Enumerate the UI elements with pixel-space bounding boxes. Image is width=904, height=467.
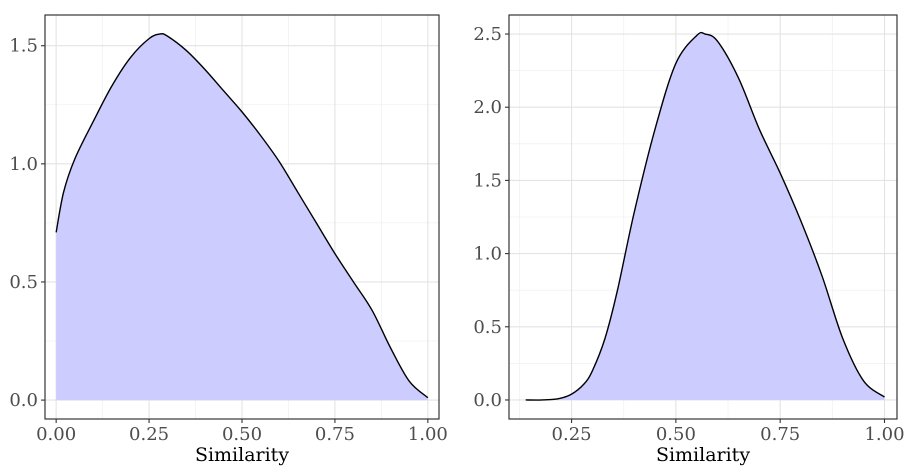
y-tick-label: 1.5: [473, 170, 502, 191]
y-tick-label: 0.0: [473, 390, 502, 411]
x-tick-label: 0.75: [315, 424, 355, 445]
y-tick-label: 2.5: [473, 24, 502, 45]
density-area: [525, 32, 885, 401]
y-tick-label: 0.0: [9, 390, 38, 411]
y-tick-label: 1.5: [9, 36, 38, 57]
x-tick-label: 0.50: [656, 424, 696, 445]
x-tick-label: 1.00: [864, 424, 904, 445]
y-tick-label: 0.5: [9, 272, 38, 293]
density-area: [56, 33, 428, 401]
y-tick-label: 2.0: [473, 97, 502, 118]
panel-border: [508, 14, 898, 420]
x-axis-label: Similarity: [195, 444, 289, 466]
density-curve: [525, 31, 885, 401]
x-axis-label: Similarity: [656, 444, 750, 466]
x-tick-label: 0.50: [222, 424, 262, 445]
y-tick-label: 1.0: [473, 244, 502, 265]
density-panel-right: 0.25 0.50 0.75 1.00 0.0 0.5 1.0 1.5 2.0 2.5 Simila…: [473, 14, 904, 466]
y-tick-label: 1.0: [9, 154, 38, 175]
density-curve: [55, 33, 429, 399]
density-panel-left: 0.00 0.25 0.50 0.75 1.00 0.0 0.5 1.0 1.5 Similari…: [9, 14, 448, 466]
x-tick-label: 0.75: [760, 424, 800, 445]
x-tick-label: 0.00: [36, 424, 76, 445]
x-tick-label: 0.25: [129, 424, 169, 445]
y-tick-label: 0.5: [473, 317, 502, 338]
x-tick-label: 1.00: [408, 424, 448, 445]
x-tick-label: 0.25: [552, 424, 592, 445]
